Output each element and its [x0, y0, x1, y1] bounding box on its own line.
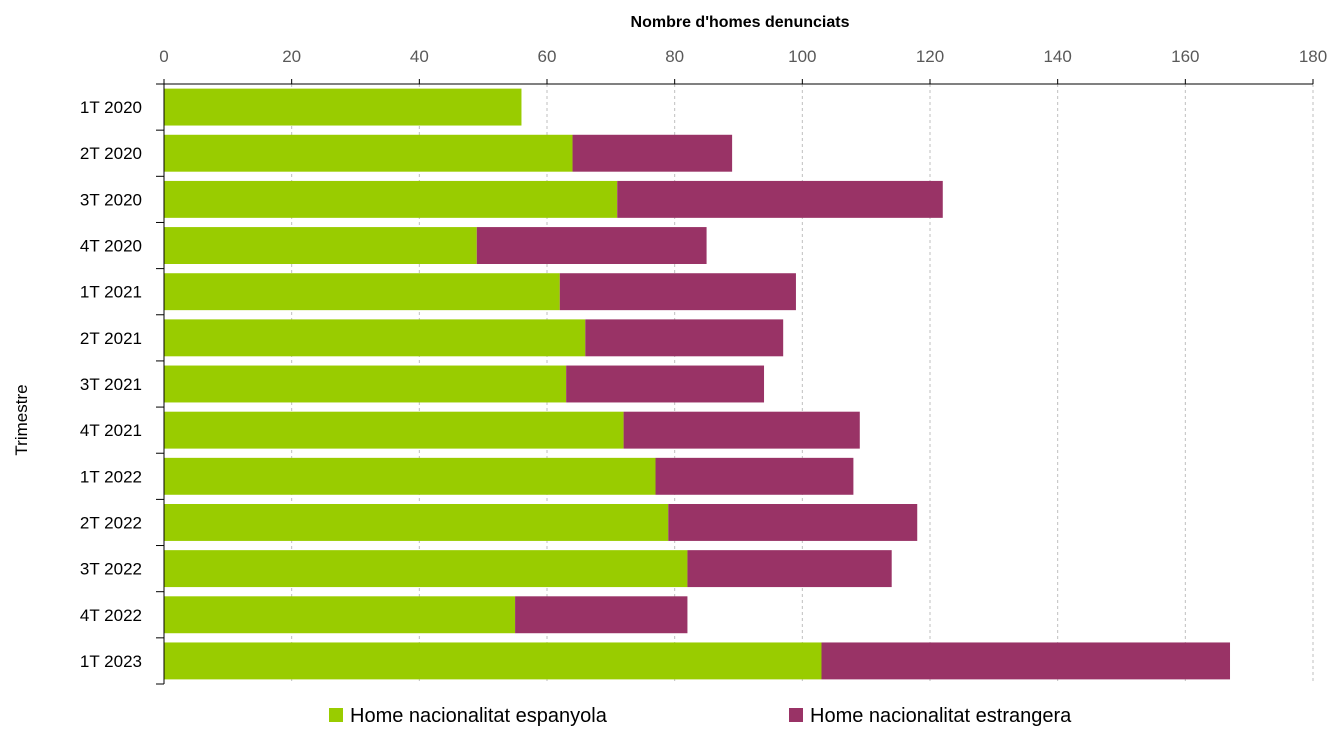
- legend: Home nacionalitat espanyola Home nacional…: [329, 705, 1072, 727]
- x-tick-label: 40: [410, 47, 429, 66]
- category-label: 1T 2022: [80, 467, 142, 486]
- x-tick-label: 120: [916, 47, 944, 66]
- bar-espanyola: [164, 504, 669, 541]
- x-tick-label: 140: [1043, 47, 1071, 66]
- bar-espanyola: [164, 550, 688, 588]
- category-label: 3T 2021: [80, 375, 142, 394]
- bar-estrangera: [566, 365, 765, 403]
- category-label: 4T 2022: [80, 606, 142, 625]
- bar-espanyola: [164, 273, 560, 311]
- bar-estrangera: [687, 550, 892, 588]
- x-tick-label: 80: [665, 47, 684, 66]
- category-label: 1T 2023: [80, 652, 142, 671]
- category-label: 4T 2021: [80, 421, 142, 440]
- category-label: 4T 2020: [80, 237, 142, 256]
- category-label: 1T 2021: [80, 283, 142, 302]
- x-tick-label: 100: [788, 47, 816, 66]
- bar-espanyola: [164, 180, 618, 218]
- bar-espanyola: [164, 319, 586, 357]
- category-label: 3T 2022: [80, 560, 142, 579]
- bar-espanyola: [164, 642, 822, 680]
- legend-swatch-estrangera: [789, 708, 803, 722]
- category-label: 2T 2021: [80, 329, 142, 348]
- bar-espanyola: [164, 365, 567, 403]
- bar-estrangera: [515, 596, 688, 634]
- bar-espanyola: [164, 227, 477, 264]
- category-label: 3T 2020: [80, 190, 142, 209]
- bar-espanyola: [164, 596, 516, 634]
- bar-estrangera: [476, 227, 707, 264]
- bar-espanyola: [164, 411, 624, 449]
- bar-estrangera: [623, 411, 860, 449]
- y-axis-title: Trimestre: [12, 384, 31, 455]
- legend-label-espanyola: Home nacionalitat espanyola: [350, 705, 608, 727]
- x-tick-label: 20: [282, 47, 301, 66]
- x-tick-label: 0: [159, 47, 168, 66]
- category-label: 2T 2022: [80, 513, 142, 532]
- bar-estrangera: [585, 319, 784, 357]
- bar-espanyola: [164, 134, 573, 172]
- bar-estrangera: [559, 273, 796, 311]
- bar-estrangera: [617, 180, 943, 218]
- bar-estrangera: [821, 642, 1231, 680]
- bar-espanyola: [164, 88, 522, 126]
- bar-espanyola: [164, 457, 656, 495]
- x-tick-label: 160: [1171, 47, 1199, 66]
- x-axis-title: Nombre d'homes denunciats: [631, 14, 850, 31]
- bar-estrangera: [572, 134, 733, 172]
- category-label: 2T 2020: [80, 144, 142, 163]
- x-tick-label: 60: [538, 47, 557, 66]
- bar-layer: [164, 88, 1231, 680]
- legend-swatch-espanyola: [329, 708, 343, 722]
- axis-layer: 0 20 40 60 80 100 120 140 160 180 1T 2020 2T 2020 3T…: [80, 47, 1327, 685]
- bar-estrangera: [668, 504, 918, 541]
- legend-label-estrangera: Home nacionalitat estrangera: [810, 705, 1072, 727]
- category-label: 1T 2020: [80, 98, 142, 117]
- bar-estrangera: [655, 457, 854, 495]
- x-tick-label: 180: [1299, 47, 1327, 66]
